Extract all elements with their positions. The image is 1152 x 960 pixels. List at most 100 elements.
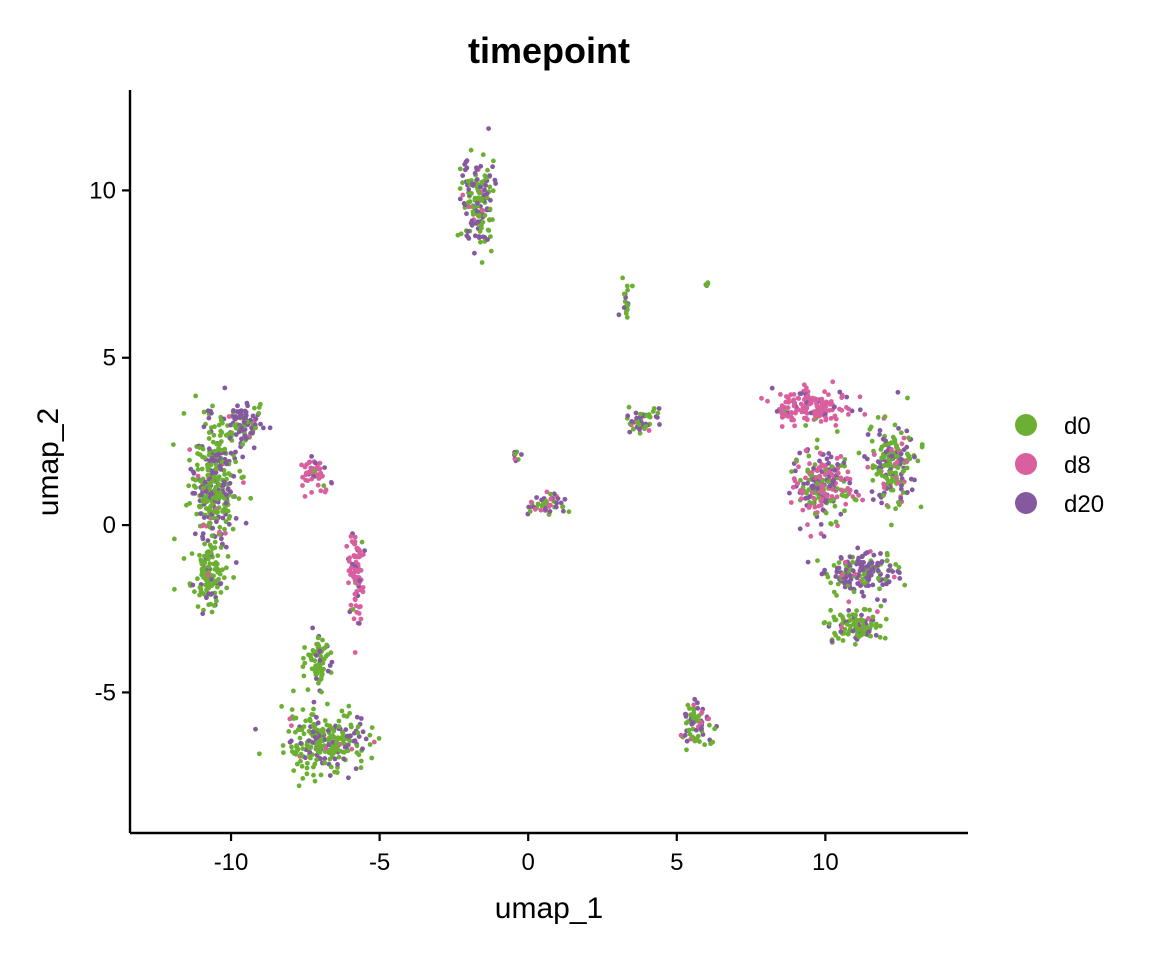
- point-d20: [562, 496, 568, 502]
- point-d0: [687, 731, 693, 737]
- point-d20: [231, 473, 237, 479]
- point-d20: [908, 476, 914, 482]
- y-tick-label: 5: [103, 345, 116, 372]
- point-d8: [781, 414, 786, 419]
- point-d0: [184, 502, 189, 508]
- point-d8: [829, 472, 835, 477]
- point-d0: [291, 688, 296, 694]
- point-d0: [835, 486, 840, 492]
- point-d20: [322, 465, 327, 470]
- point-d0: [626, 404, 632, 410]
- point-d0: [478, 239, 483, 245]
- point-d8: [823, 403, 829, 409]
- point-d0: [488, 234, 493, 240]
- point-d20: [833, 574, 839, 579]
- point-d20: [313, 653, 319, 658]
- point-d0: [861, 631, 866, 637]
- point-d0: [319, 689, 324, 695]
- point-d20: [335, 762, 340, 767]
- point-d0: [696, 713, 702, 719]
- point-d8: [817, 450, 823, 456]
- point-d20: [245, 403, 251, 409]
- point-d8: [812, 504, 818, 510]
- point-d0: [224, 565, 229, 571]
- point-d0: [621, 291, 627, 297]
- point-d0: [906, 435, 912, 441]
- point-d20: [363, 736, 369, 742]
- point-d20: [551, 491, 557, 497]
- point-d0: [806, 487, 812, 493]
- point-d8: [819, 496, 825, 502]
- point-d0: [881, 454, 887, 460]
- point-d0: [236, 496, 242, 501]
- point-d8: [305, 478, 310, 484]
- point-d0: [197, 552, 202, 558]
- point-d0: [480, 152, 486, 158]
- point-d8: [765, 398, 770, 404]
- point-d0: [651, 406, 657, 411]
- point-d20: [206, 415, 212, 421]
- point-d0: [194, 462, 200, 468]
- point-d20: [855, 581, 861, 586]
- point-d8: [834, 494, 840, 500]
- point-d20: [325, 728, 331, 733]
- point-d20: [864, 456, 870, 462]
- point-d20: [223, 544, 229, 550]
- point-d0: [482, 213, 488, 218]
- point-d20: [206, 591, 212, 597]
- scatter-points: [171, 126, 925, 789]
- point-d20: [653, 414, 659, 420]
- point-d8: [791, 476, 797, 482]
- point-d20: [683, 714, 689, 719]
- point-d20: [310, 729, 316, 735]
- point-d0: [896, 565, 902, 570]
- point-d20: [808, 410, 814, 416]
- point-d20: [466, 187, 472, 192]
- point-d0: [212, 578, 218, 584]
- point-d20: [347, 609, 353, 615]
- point-d20: [898, 496, 904, 501]
- point-d0: [294, 743, 299, 748]
- point-d20: [774, 409, 780, 414]
- point-d8: [315, 466, 321, 472]
- point-d0: [548, 491, 553, 497]
- point-d20: [799, 391, 804, 396]
- point-d0: [469, 191, 474, 196]
- point-d20: [242, 408, 248, 414]
- point-d8: [699, 709, 705, 715]
- point-d0: [842, 508, 847, 514]
- point-d20: [469, 181, 475, 187]
- point-d20: [298, 740, 304, 746]
- point-d20: [886, 579, 892, 585]
- point-d8: [300, 483, 305, 488]
- point-d20: [880, 436, 886, 442]
- point-d0: [476, 214, 482, 219]
- point-d20: [838, 511, 844, 517]
- point-d20: [474, 200, 480, 206]
- point-d0: [804, 490, 809, 496]
- point-d20: [198, 511, 203, 517]
- point-d0: [355, 724, 361, 730]
- point-d8: [865, 464, 871, 470]
- point-d0: [181, 556, 187, 561]
- point-d8: [348, 602, 354, 608]
- point-d0: [620, 275, 625, 281]
- point-d0: [227, 514, 233, 519]
- point-d20: [356, 734, 362, 739]
- point-d0: [305, 760, 310, 766]
- point-d8: [356, 552, 362, 558]
- point-d0: [300, 664, 306, 670]
- point-d0: [836, 560, 842, 565]
- point-d8: [809, 490, 815, 495]
- point-d20: [897, 570, 902, 576]
- point-d0: [216, 482, 222, 487]
- point-d0: [852, 641, 858, 647]
- point-d0: [240, 442, 246, 447]
- point-d0: [195, 451, 201, 456]
- point-d0: [329, 725, 335, 731]
- point-d20: [231, 408, 236, 413]
- point-d20: [488, 197, 493, 203]
- point-d0: [854, 632, 860, 638]
- point-d20: [861, 560, 866, 565]
- point-d8: [226, 414, 232, 419]
